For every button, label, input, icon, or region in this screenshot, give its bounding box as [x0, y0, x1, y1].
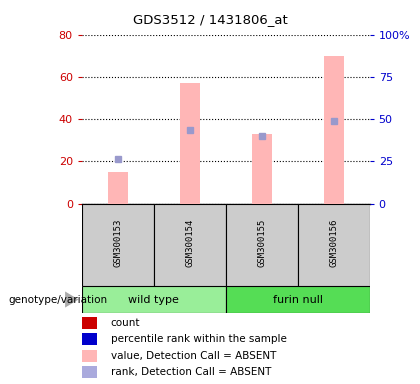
Text: GSM300155: GSM300155 — [257, 219, 266, 267]
Polygon shape — [65, 291, 79, 308]
Bar — [82, 318, 97, 329]
Text: wild type: wild type — [129, 295, 179, 305]
Bar — [82, 286, 226, 313]
Text: GSM300153: GSM300153 — [113, 219, 122, 267]
Bar — [298, 204, 370, 286]
Text: count: count — [110, 318, 140, 328]
Text: GSM300154: GSM300154 — [185, 219, 194, 267]
Bar — [154, 204, 226, 286]
Bar — [82, 333, 97, 345]
Bar — [82, 350, 97, 362]
Bar — [82, 204, 154, 286]
Bar — [226, 204, 298, 286]
Text: percentile rank within the sample: percentile rank within the sample — [110, 334, 286, 344]
Text: genotype/variation: genotype/variation — [8, 295, 108, 305]
Bar — [82, 366, 97, 378]
Text: furin null: furin null — [273, 295, 323, 305]
Bar — [226, 286, 370, 313]
Bar — [180, 83, 200, 204]
Text: GDS3512 / 1431806_at: GDS3512 / 1431806_at — [133, 13, 287, 26]
Text: rank, Detection Call = ABSENT: rank, Detection Call = ABSENT — [110, 367, 271, 377]
Text: value, Detection Call = ABSENT: value, Detection Call = ABSENT — [110, 351, 276, 361]
Bar — [252, 134, 272, 204]
Bar — [323, 56, 344, 204]
Text: GSM300156: GSM300156 — [329, 219, 338, 267]
Bar — [108, 172, 128, 204]
